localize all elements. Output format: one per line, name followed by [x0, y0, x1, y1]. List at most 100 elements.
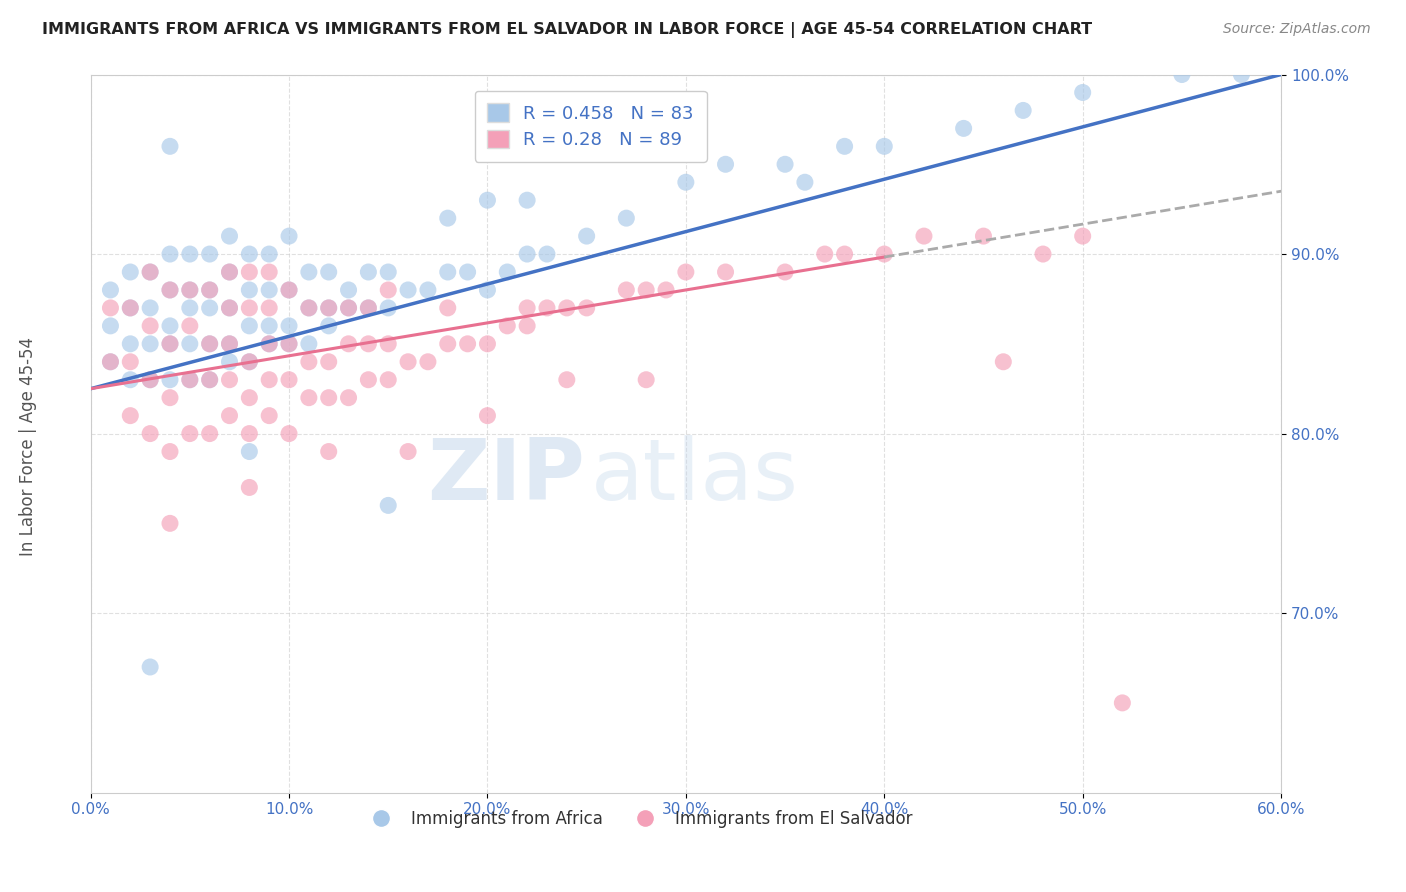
Point: [972, 229, 994, 244]
Point: [257, 336, 280, 351]
Point: [198, 283, 221, 297]
Point: [912, 229, 935, 244]
Point: [318, 391, 340, 405]
Point: [179, 247, 201, 261]
Point: [179, 336, 201, 351]
Text: ZIP: ZIP: [427, 435, 585, 518]
Point: [655, 283, 678, 297]
Point: [575, 229, 598, 244]
Point: [257, 265, 280, 279]
Point: [477, 193, 499, 207]
Point: [457, 336, 479, 351]
Text: Source: ZipAtlas.com: Source: ZipAtlas.com: [1223, 22, 1371, 37]
Point: [1071, 86, 1094, 100]
Point: [318, 301, 340, 315]
Point: [218, 265, 240, 279]
Point: [218, 265, 240, 279]
Point: [278, 229, 301, 244]
Point: [337, 301, 360, 315]
Point: [714, 265, 737, 279]
Point: [1032, 247, 1054, 261]
Point: [337, 391, 360, 405]
Point: [120, 336, 142, 351]
Point: [179, 373, 201, 387]
Point: [257, 336, 280, 351]
Point: [357, 336, 380, 351]
Point: [436, 336, 458, 351]
Point: [218, 301, 240, 315]
Point: [139, 265, 162, 279]
Point: [120, 409, 142, 423]
Point: [496, 265, 519, 279]
Point: [238, 444, 260, 458]
Point: [179, 283, 201, 297]
Point: [436, 301, 458, 315]
Point: [238, 355, 260, 369]
Point: [218, 373, 240, 387]
Point: [318, 301, 340, 315]
Point: [100, 318, 122, 333]
Point: [1230, 68, 1253, 82]
Point: [675, 175, 697, 189]
Point: [218, 301, 240, 315]
Point: [159, 283, 181, 297]
Point: [298, 301, 321, 315]
Point: [278, 426, 301, 441]
Point: [120, 373, 142, 387]
Point: [873, 247, 896, 261]
Point: [139, 660, 162, 674]
Point: [457, 265, 479, 279]
Point: [516, 193, 538, 207]
Point: [873, 139, 896, 153]
Point: [834, 247, 856, 261]
Point: [100, 355, 122, 369]
Point: [357, 301, 380, 315]
Point: [278, 373, 301, 387]
Point: [120, 265, 142, 279]
Point: [238, 247, 260, 261]
Point: [793, 175, 815, 189]
Legend: Immigrants from Africa, Immigrants from El Salvador: Immigrants from Africa, Immigrants from …: [357, 804, 918, 835]
Point: [773, 265, 796, 279]
Point: [337, 283, 360, 297]
Point: [238, 265, 260, 279]
Point: [396, 355, 419, 369]
Point: [477, 336, 499, 351]
Point: [773, 157, 796, 171]
Point: [416, 355, 439, 369]
Point: [318, 318, 340, 333]
Point: [575, 301, 598, 315]
Point: [120, 301, 142, 315]
Point: [636, 373, 658, 387]
Point: [298, 391, 321, 405]
Point: [198, 247, 221, 261]
Point: [278, 283, 301, 297]
Point: [357, 373, 380, 387]
Point: [198, 426, 221, 441]
Point: [179, 283, 201, 297]
Text: In Labor Force | Age 45-54: In Labor Force | Age 45-54: [20, 336, 37, 556]
Point: [834, 139, 856, 153]
Point: [100, 355, 122, 369]
Point: [257, 318, 280, 333]
Point: [536, 247, 558, 261]
Point: [179, 426, 201, 441]
Point: [396, 283, 419, 297]
Point: [238, 318, 260, 333]
Point: [614, 283, 637, 297]
Point: [139, 265, 162, 279]
Point: [1111, 696, 1133, 710]
Point: [377, 336, 399, 351]
Point: [377, 301, 399, 315]
Point: [257, 301, 280, 315]
Point: [159, 139, 181, 153]
Point: [1012, 103, 1035, 118]
Point: [993, 355, 1015, 369]
Point: [318, 355, 340, 369]
Text: IMMIGRANTS FROM AFRICA VS IMMIGRANTS FROM EL SALVADOR IN LABOR FORCE | AGE 45-54: IMMIGRANTS FROM AFRICA VS IMMIGRANTS FRO…: [42, 22, 1092, 38]
Point: [477, 409, 499, 423]
Point: [139, 318, 162, 333]
Point: [675, 265, 697, 279]
Point: [159, 391, 181, 405]
Point: [377, 265, 399, 279]
